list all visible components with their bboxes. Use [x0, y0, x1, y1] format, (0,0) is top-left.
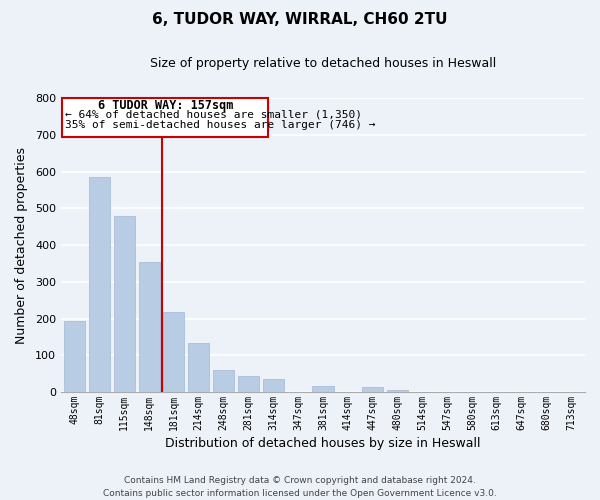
Text: 6 TUDOR WAY: 157sqm: 6 TUDOR WAY: 157sqm — [98, 100, 233, 112]
X-axis label: Distribution of detached houses by size in Heswall: Distribution of detached houses by size … — [165, 437, 481, 450]
Bar — [139, 262, 160, 392]
Bar — [263, 379, 284, 392]
Bar — [64, 321, 85, 392]
Bar — [188, 343, 209, 392]
FancyBboxPatch shape — [62, 98, 268, 136]
Text: Contains HM Land Registry data © Crown copyright and database right 2024.
Contai: Contains HM Land Registry data © Crown c… — [103, 476, 497, 498]
Bar — [387, 390, 408, 392]
Title: Size of property relative to detached houses in Heswall: Size of property relative to detached ho… — [150, 58, 496, 70]
Bar — [89, 177, 110, 392]
Bar — [114, 216, 135, 392]
Bar — [163, 312, 184, 392]
Bar — [213, 370, 234, 392]
Text: 35% of semi-detached houses are larger (746) →: 35% of semi-detached houses are larger (… — [65, 120, 375, 130]
Bar — [362, 388, 383, 392]
Bar — [313, 386, 334, 392]
Y-axis label: Number of detached properties: Number of detached properties — [15, 146, 28, 344]
Text: ← 64% of detached houses are smaller (1,350): ← 64% of detached houses are smaller (1,… — [65, 110, 362, 120]
Bar — [238, 376, 259, 392]
Text: 6, TUDOR WAY, WIRRAL, CH60 2TU: 6, TUDOR WAY, WIRRAL, CH60 2TU — [152, 12, 448, 28]
